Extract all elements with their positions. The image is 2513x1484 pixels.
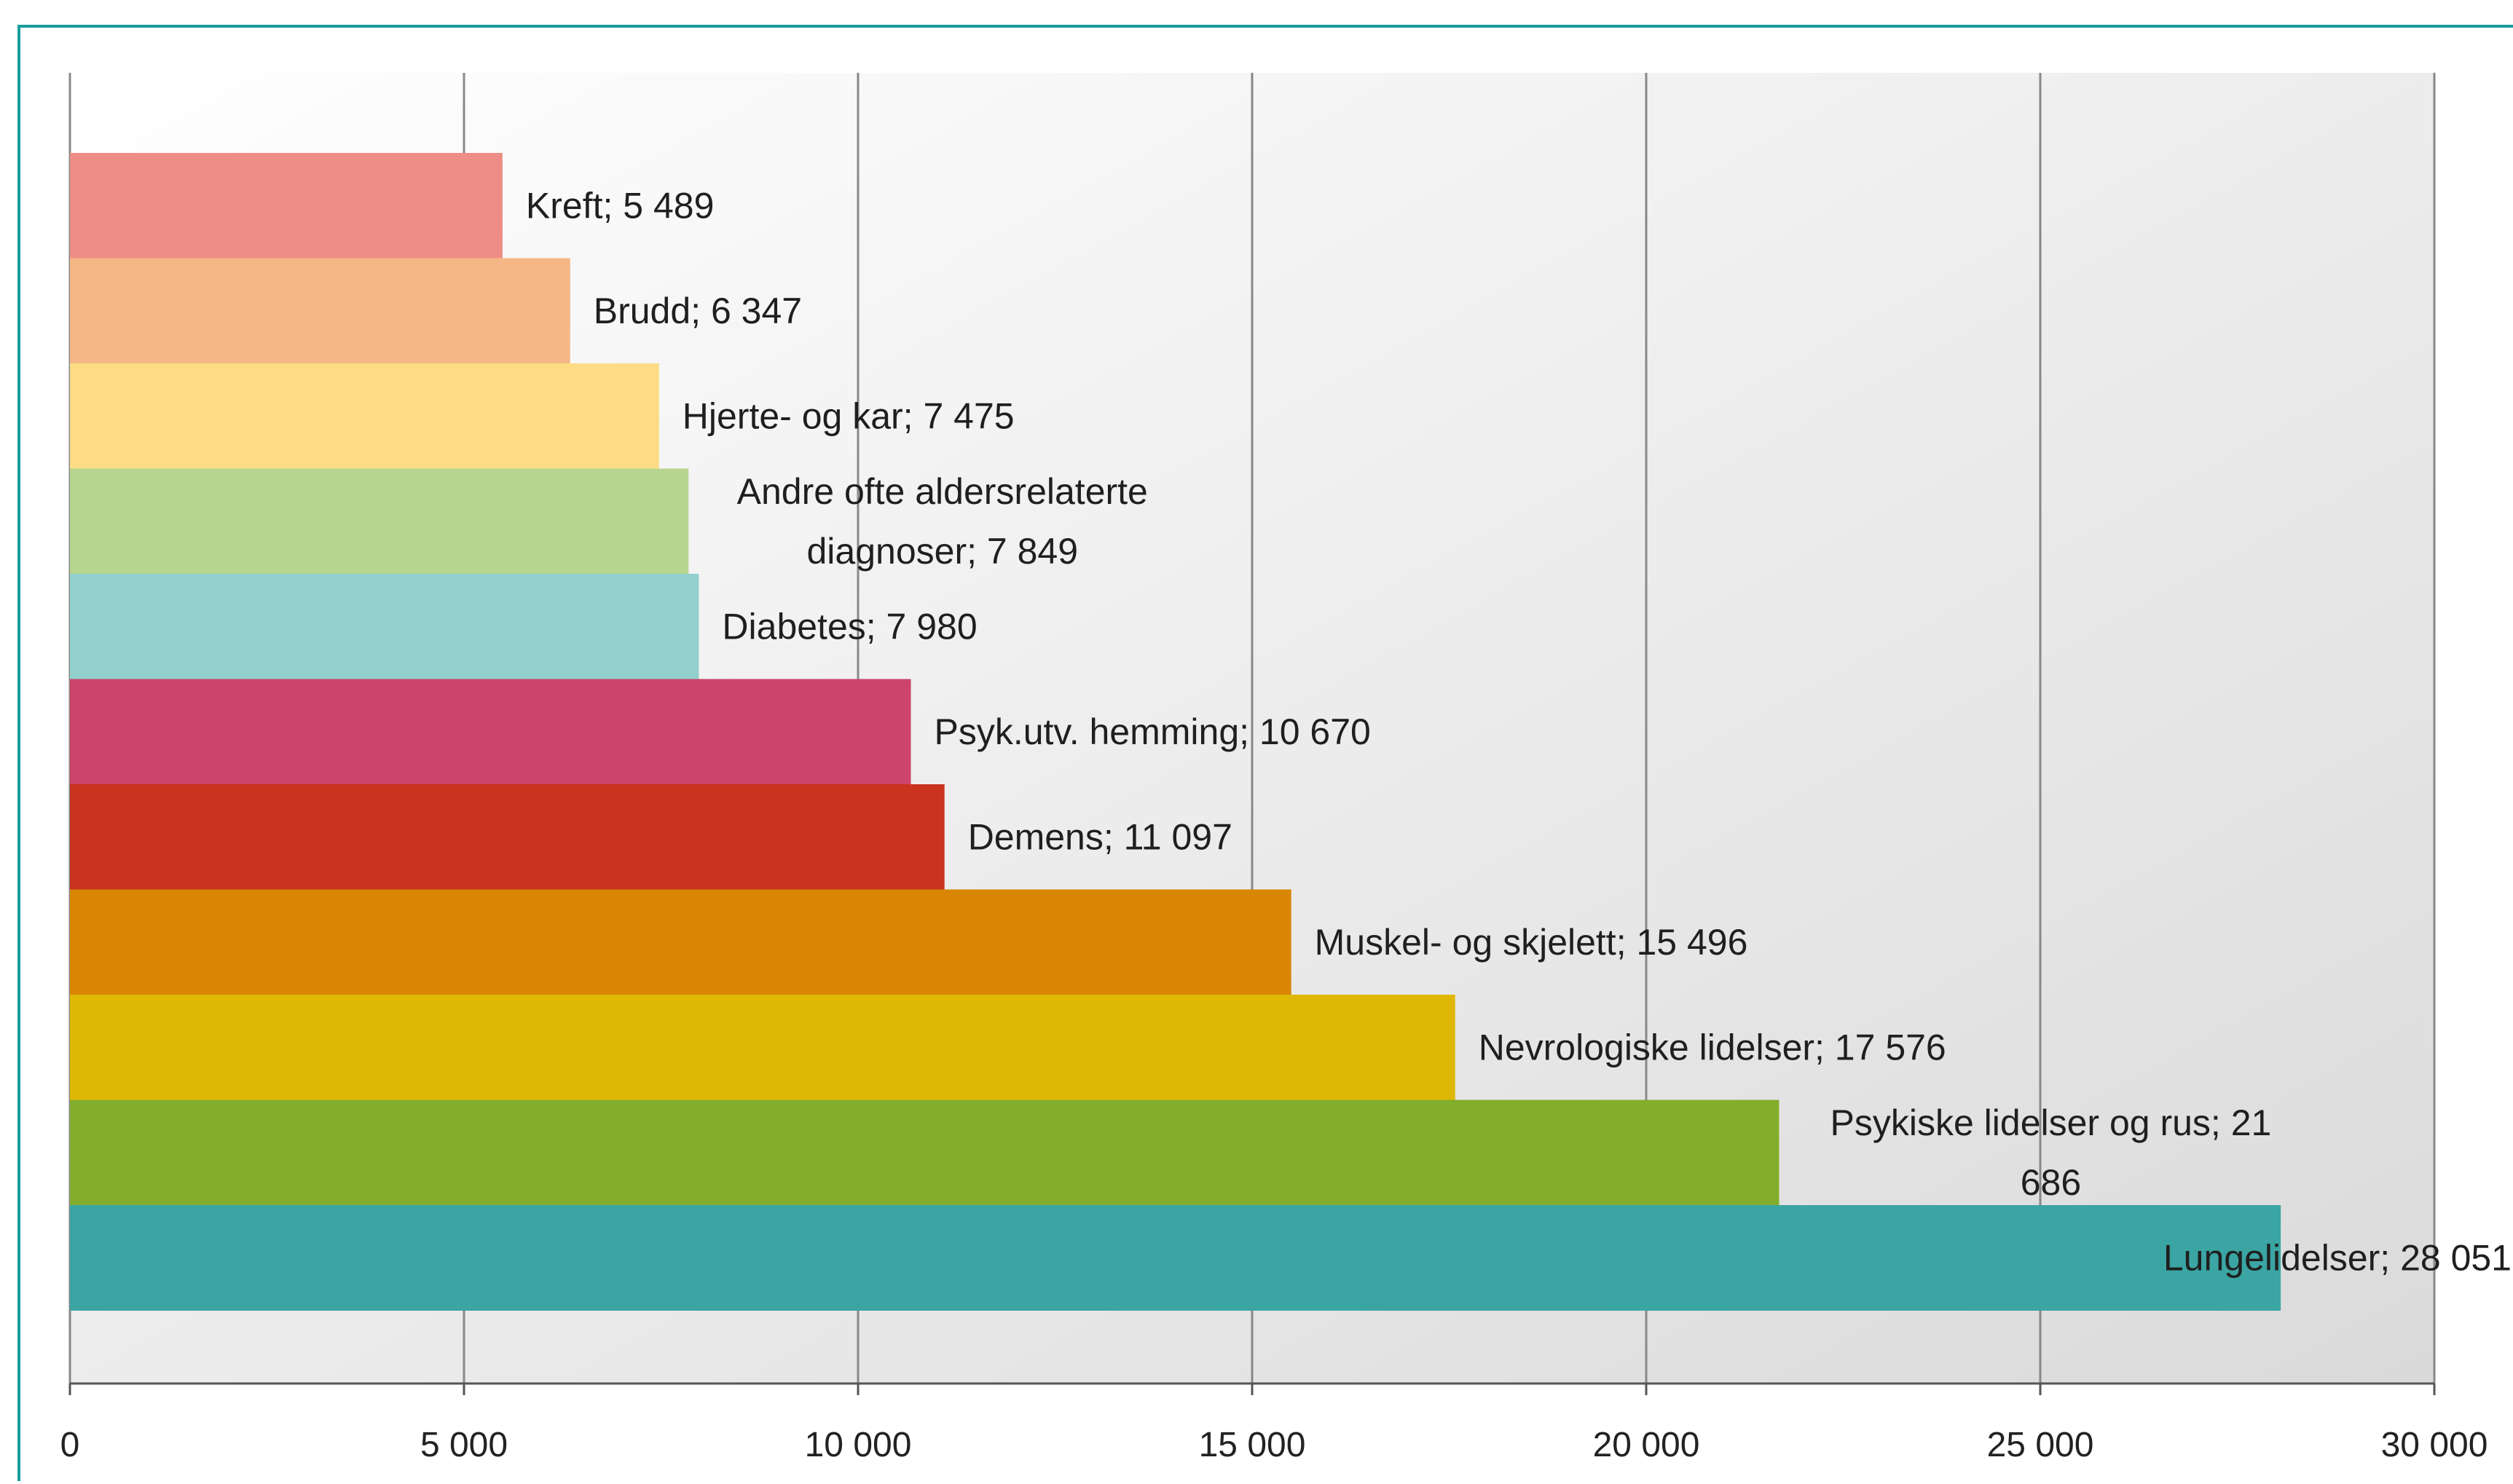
bar [70, 1205, 2281, 1311]
bar [70, 679, 911, 785]
x-tick-label: 20 000 [1593, 1426, 1700, 1464]
bar [70, 574, 699, 679]
bar-data-label: Muskel- og skjelett; 15 496 [1315, 922, 1748, 963]
bar-data-label: Psyk.utv. hemming; 10 670 [934, 711, 1370, 752]
bar [70, 363, 659, 469]
chart-frame: Kreft; 5 489 Brudd; 6 347 Hjerte- og kar; … [17, 25, 2513, 1481]
x-tick-label: 10 000 [805, 1426, 912, 1464]
bar [70, 889, 1291, 995]
bar-data-label: Demens; 11 097 [968, 816, 1232, 857]
bar-data-label: Nevrologiske lidelser; 17 576 [1479, 1027, 1946, 1067]
x-axis: 0 5 000 10 000 15 000 20 000 25 000 30 000 [60, 1382, 2488, 1464]
x-tick-label: 30 000 [2381, 1426, 2488, 1464]
bar [70, 258, 570, 364]
bar-data-label: Lungelidelser; 28 051 [2163, 1237, 2512, 1278]
bars [70, 153, 2281, 1311]
bar [70, 468, 689, 575]
bar [70, 1100, 1779, 1206]
bar-data-label: Kreft; 5 489 [526, 185, 715, 226]
x-tick-label: 25 000 [1987, 1426, 2094, 1464]
x-tick-label: 0 [60, 1426, 80, 1464]
bar-data-label: Psykiske lidelser og rus; 21 686 [1830, 1102, 2272, 1203]
x-tick-label: 5 000 [420, 1426, 508, 1464]
bar-data-label: Hjerte- og kar; 7 475 [683, 395, 1015, 436]
bar-data-label: Andre ofte aldersrelaterte diagnoser; 7 8… [737, 471, 1148, 572]
bar-chart: Kreft; 5 489 Brudd; 6 347 Hjerte- og kar; … [60, 73, 2512, 1464]
data-labels: Kreft; 5 489 Brudd; 6 347 Hjerte- og kar; … [526, 185, 2512, 1278]
bar-data-label: Brudd; 6 347 [594, 291, 802, 331]
x-tick-label: 15 000 [1199, 1426, 1306, 1464]
bar-data-label: Diabetes; 7 980 [722, 606, 977, 647]
bar [70, 784, 945, 890]
bar [70, 153, 503, 258]
bar [70, 995, 1455, 1100]
